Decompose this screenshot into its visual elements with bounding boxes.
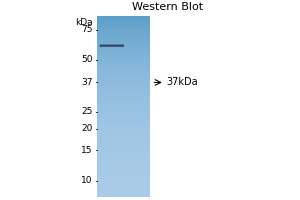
Text: kDa: kDa xyxy=(75,18,93,27)
Text: 37kDa: 37kDa xyxy=(166,77,198,87)
Text: 10: 10 xyxy=(81,176,93,185)
Text: 20: 20 xyxy=(81,124,93,133)
Text: 25: 25 xyxy=(81,107,93,116)
Text: 50: 50 xyxy=(81,55,93,64)
Text: 15: 15 xyxy=(81,146,93,155)
Text: 37: 37 xyxy=(81,78,93,87)
Text: 75: 75 xyxy=(81,25,93,34)
Text: Western Blot: Western Blot xyxy=(132,2,203,12)
